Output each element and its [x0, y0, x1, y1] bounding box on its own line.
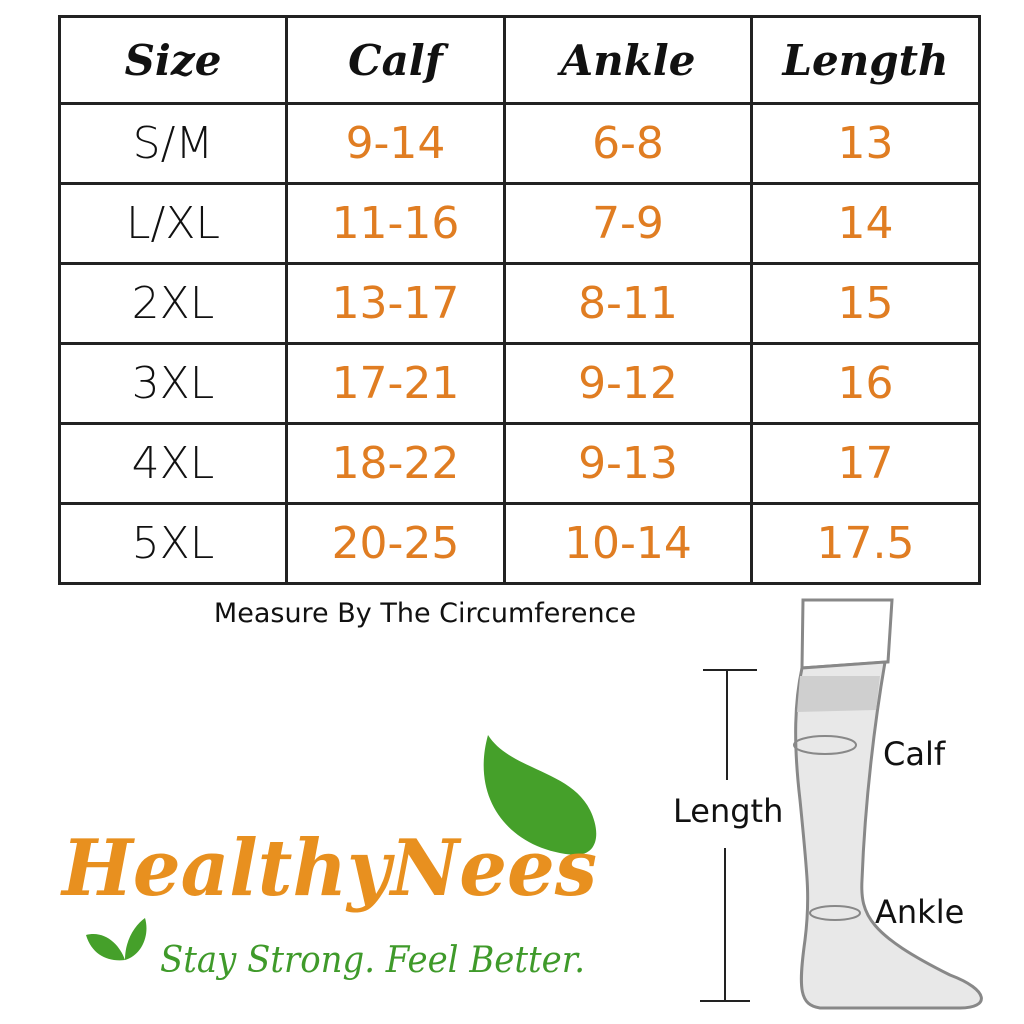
ankle-cell: 10-14 [503, 502, 753, 585]
small-leaf-icon [86, 918, 147, 961]
size-cell: 5XL [58, 502, 288, 585]
size-cell: 2XL [58, 262, 288, 345]
table-row: S/M 9-14 6-8 13 [58, 102, 981, 185]
sock-band [797, 676, 880, 712]
size-cell: 3XL [58, 342, 288, 425]
header-calf: Calf [285, 15, 506, 105]
calf-cell: 11-16 [285, 182, 506, 265]
calf-cell: 20-25 [285, 502, 506, 585]
ankle-cell: 8-11 [503, 262, 753, 345]
table-row: 2XL 13-17 8-11 15 [58, 262, 981, 345]
length-cell: 13 [750, 102, 981, 185]
ankle-label: Ankle [875, 893, 964, 931]
sock-cuff [800, 598, 894, 670]
ankle-cell: 6-8 [503, 102, 753, 185]
length-cell: 17.5 [750, 502, 981, 585]
table-row: L/XL 11-16 7-9 14 [58, 182, 981, 265]
length-cell: 15 [750, 262, 981, 345]
calf-cell: 9-14 [285, 102, 506, 185]
sock-diagram: Length Calf Ankle [673, 598, 983, 1010]
calf-circumference [793, 735, 857, 755]
calf-label: Calf [883, 735, 946, 773]
header-length: Length [750, 15, 981, 105]
logo: HealthyNees Stay Strong. Feel Better. [60, 735, 597, 981]
length-cell: 17 [750, 422, 981, 505]
leaf-icon [483, 735, 597, 855]
table-row: 3XL 17-21 9-12 16 [58, 342, 981, 425]
ankle-cell: 9-12 [503, 342, 753, 425]
table-row: 4XL 18-22 9-13 17 [58, 422, 981, 505]
measure-note: Measure By The Circumference [213, 598, 637, 629]
table-row: 5XL 20-25 10-14 17.5 [58, 502, 981, 585]
size-table: Size Calf Ankle Length S/M 9-14 6-8 13 L/XL… [58, 15, 981, 585]
sock-icon [794, 660, 983, 1010]
ankle-cell: 9-13 [503, 422, 753, 505]
brand-name: HealthyNees [60, 823, 597, 914]
size-cell: 4XL [58, 422, 288, 505]
tagline: Stay Strong. Feel Better. [160, 940, 585, 981]
calf-cell: 17-21 [285, 342, 506, 425]
header-size: Size [58, 15, 288, 105]
length-cell: 16 [750, 342, 981, 425]
length-cell: 14 [750, 182, 981, 265]
calf-cell: 18-22 [285, 422, 506, 505]
ankle-cell: 7-9 [503, 182, 753, 265]
header-row: Size Calf Ankle Length [58, 15, 981, 105]
ankle-circumference [809, 905, 861, 921]
length-label: Length [673, 792, 783, 830]
calf-cell: 13-17 [285, 262, 506, 345]
size-cell: S/M [58, 102, 288, 185]
header-ankle: Ankle [503, 15, 753, 105]
size-cell: L/XL [58, 182, 288, 265]
